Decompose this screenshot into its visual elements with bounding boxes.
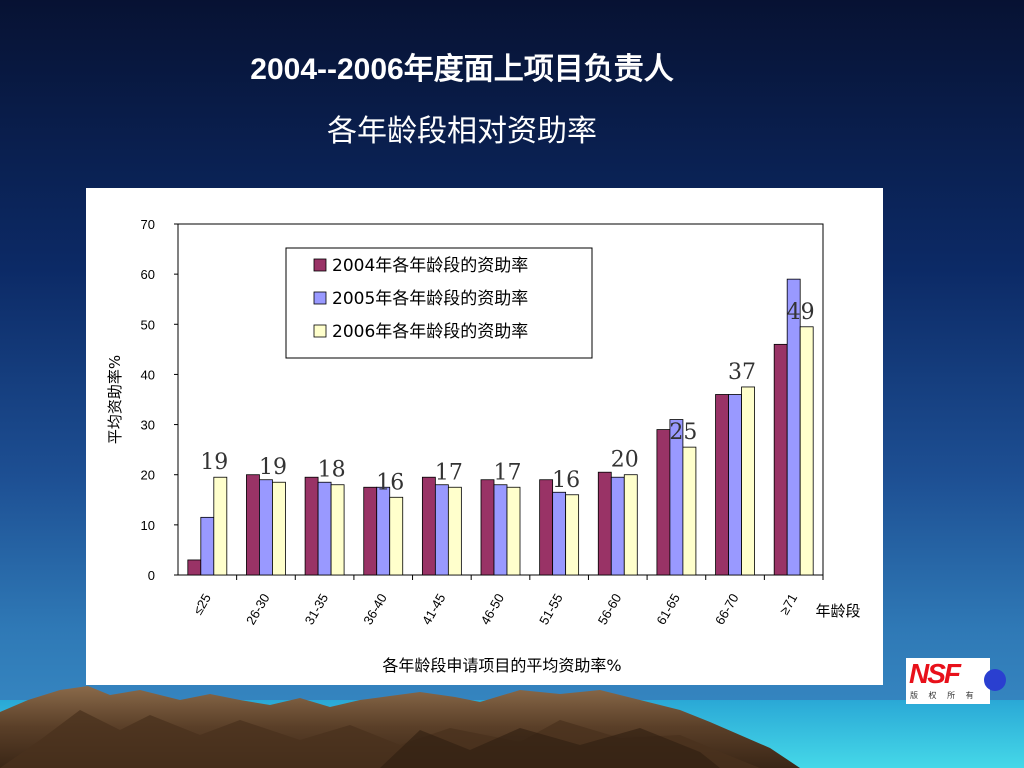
data-label-2006: 49 [787,300,815,325]
y-tick-label: 0 [148,568,155,583]
x-tick-label: 46-50 [477,591,507,627]
x-tick-label: ≤25 [190,591,214,617]
bar-2005-0 [200,516,215,576]
bar-2004-9 [715,394,729,576]
legend-label-2004: 2004年各年龄段的资助率 [332,256,528,276]
nsfc-logo: NSF 版 权 所 有 [906,658,1006,704]
bar-2005-9 [728,394,742,576]
data-label-2006: 19 [259,455,287,480]
bar-2004-6 [539,479,554,576]
bar-2006-3 [389,496,404,576]
bar-2005-3 [376,486,391,576]
bar-2005-5 [493,484,508,576]
x-unit-label: 年龄段 [815,602,860,620]
data-label-2006: 20 [611,448,639,473]
bar-2004-1 [246,474,260,576]
bar-2006-0 [213,476,228,576]
bar-2006-4 [447,486,462,576]
data-label-2006: 25 [669,420,697,445]
x-tick-label: 36-40 [360,591,390,627]
data-label-2006: 16 [552,468,580,493]
logo-subtext: 版 权 所 有 [910,691,978,700]
bar-2006-5 [506,486,521,576]
x-tick-label: 41-45 [419,591,449,627]
x-axis-label: 各年龄段申请项目的平均资助率% [382,656,621,675]
chart-panel: 0 10 20 30 40 50 60 70 平均资助率% 19 ≤25 19 26-30 18 31-35… [86,188,883,685]
x-tick-label: 51-55 [536,591,566,627]
y-tick-label: 50 [141,317,155,332]
legend-swatch-2005 [313,291,327,305]
bar-2006-8 [682,446,697,576]
data-label-2006: 17 [435,460,463,485]
y-tick-label: 60 [141,267,155,282]
x-tick-label: 66-70 [712,591,742,627]
bar-2006-9 [741,386,755,576]
legend-swatch-2004 [313,258,327,272]
bar-2005-4 [434,484,449,576]
bar-2005-1 [259,479,273,576]
bar-2004-8 [656,429,671,576]
bar-2004-2 [304,476,319,576]
x-tick-label: 26-30 [243,591,273,627]
y-axis-label: 平均资助率% [106,355,124,444]
bar-2006-2 [330,484,345,576]
bar-2004-0 [187,559,202,576]
bar-2006-6 [565,494,580,576]
bar-2004-5 [480,479,495,576]
bar-2005-7 [610,476,625,576]
data-label-2006: 16 [376,470,404,495]
x-tick-label: 56-60 [595,591,625,627]
bar-2006-7 [623,474,638,576]
data-label-2006: 18 [318,458,346,483]
y-tick-label: 70 [141,217,155,232]
legend-label-2005: 2005年各年龄段的资助率 [332,289,528,309]
data-label-2006: 19 [200,450,228,475]
slide-title-line2: 各年龄段相对资助率 [327,115,597,148]
bar-2004-7 [597,471,612,576]
bar-2004-10 [773,343,788,576]
y-tick-label: 20 [141,468,155,483]
data-label-2006: 37 [728,360,756,385]
y-tick-label: 10 [141,518,155,533]
legend-label-2006: 2006年各年龄段的资助率 [332,322,528,342]
y-tick-label: 30 [141,418,155,433]
bar-2004-4 [421,476,436,576]
bar-2005-2 [317,481,332,576]
x-tick-label: 61-65 [653,591,683,627]
y-tick-label: 40 [141,367,155,382]
x-tick-label: 31-35 [302,591,332,627]
data-label-2006: 17 [494,460,522,485]
bar-2006-10 [799,326,814,576]
bar-chart: 0 10 20 30 40 50 60 70 平均资助率% 19 ≤25 19 26-30 18 31-35… [106,217,861,675]
logo-background [906,658,990,704]
bar-2006-1 [272,481,286,576]
x-tick-label: ≥71 [776,591,800,617]
legend-swatch-2006 [313,324,327,338]
legend-box [285,247,593,359]
logo-dot-icon [984,669,1006,691]
bar-2005-6 [552,491,567,576]
slide-title-line1: 2004--2006年度面上项目负责人 [250,53,674,86]
logo-text: NSF [909,658,961,689]
bar-2004-3 [363,486,378,576]
